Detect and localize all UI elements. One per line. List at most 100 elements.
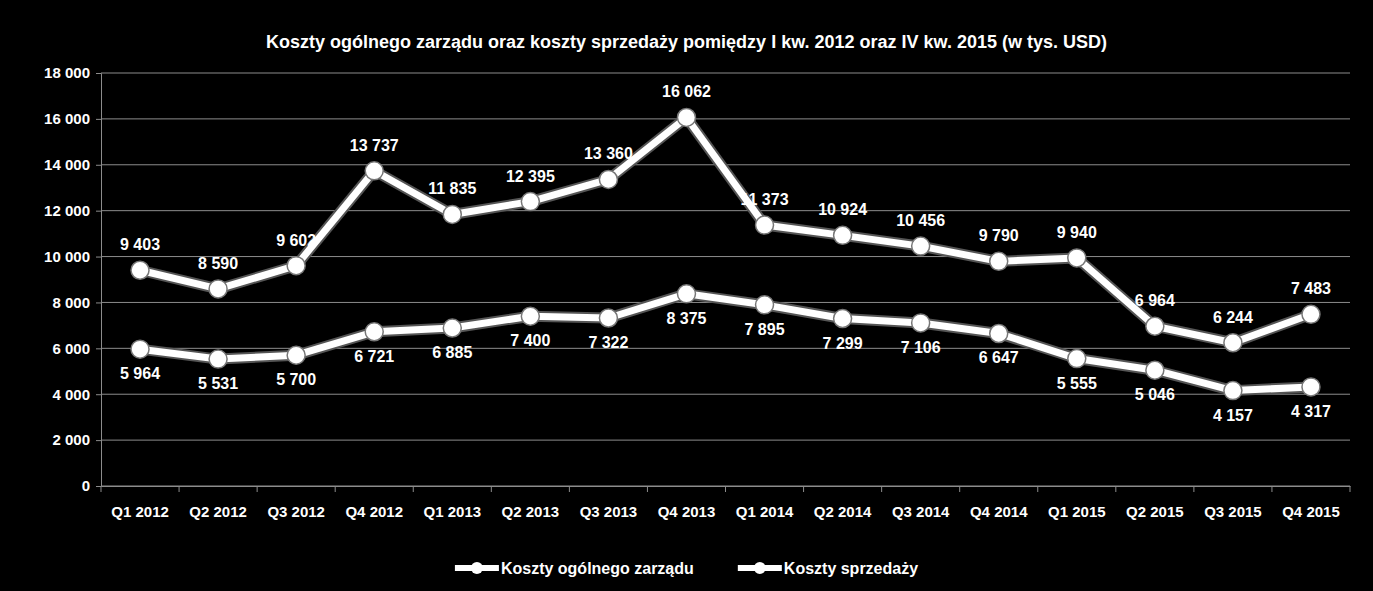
x-divider [1115, 486, 1116, 492]
x-tick-label: Q4 2013 [658, 503, 716, 520]
data-label: 16 062 [662, 83, 711, 100]
x-tick-label: Q1 2013 [424, 503, 482, 520]
marker [131, 261, 149, 279]
y-tick-label: 10 000 [44, 248, 90, 265]
legend-marker [754, 562, 766, 574]
marker [1302, 378, 1320, 396]
x-tick: Q3 2014 [892, 486, 950, 520]
grid-line [101, 256, 1350, 257]
data-label: 9 602 [276, 232, 316, 249]
marker [599, 170, 617, 188]
data-labels: 9 4038 5909 60213 73711 83512 39513 3601… [120, 83, 1331, 423]
marker [677, 108, 695, 126]
grid-line [101, 73, 1350, 74]
y-axis: 02 0004 0006 0008 00010 00012 00014 0001… [44, 64, 101, 494]
x-divider [179, 486, 180, 492]
x-divider [569, 486, 570, 492]
x-tick: Q1 2014 [736, 486, 794, 520]
data-label: 9 790 [979, 227, 1019, 244]
marker [287, 257, 305, 275]
data-label: 11 835 [428, 180, 476, 197]
marker [443, 319, 461, 337]
x-tick: Q4 2015 [1282, 486, 1340, 520]
x-tick: Q2 2015 [1126, 486, 1184, 520]
x-divider [959, 486, 960, 492]
y-tick-mark [96, 73, 101, 74]
y-tick-mark [96, 348, 101, 349]
data-label: 13 737 [350, 137, 399, 154]
x-tick-label: Q3 2014 [892, 503, 950, 520]
y-tick-mark [96, 486, 101, 487]
x-tick: Q2 2013 [502, 486, 560, 520]
x-tick-label: Q3 2013 [580, 503, 638, 520]
marker [1224, 382, 1242, 400]
y-tick-label: 14 000 [44, 156, 90, 173]
y-tick: 0 [82, 477, 101, 494]
marker [1146, 361, 1164, 379]
y-tick-label: 2 000 [52, 431, 90, 448]
data-label: 5 964 [120, 365, 160, 382]
y-tick: 12 000 [44, 202, 101, 219]
marker [756, 296, 774, 314]
x-tick: Q3 2015 [1204, 486, 1262, 520]
marker [756, 216, 774, 234]
data-label: 7 106 [901, 339, 941, 356]
x-divider [881, 486, 882, 492]
y-tick: 10 000 [44, 248, 101, 265]
x-divider [1037, 486, 1038, 492]
data-label: 12 395 [506, 168, 555, 185]
y-tick: 2 000 [52, 431, 101, 448]
data-label: 6 721 [354, 348, 394, 365]
marker [287, 346, 305, 364]
marker [365, 162, 383, 180]
marker [443, 205, 461, 223]
y-tick-mark [96, 119, 101, 120]
x-tick: Q4 2013 [658, 486, 716, 520]
line-shadow [140, 117, 1311, 342]
y-tick: 6 000 [52, 340, 101, 357]
x-tick-label: Q2 2015 [1126, 503, 1184, 520]
x-divider [413, 486, 414, 492]
x-tick-label: Q1 2012 [111, 503, 169, 520]
x-tick: Q4 2012 [345, 486, 403, 520]
x-tick: Q2 2012 [189, 486, 247, 520]
y-tick-mark [96, 394, 101, 395]
marker [365, 323, 383, 341]
y-tick: 8 000 [52, 294, 101, 311]
y-tick-label: 16 000 [44, 110, 90, 127]
x-tick: Q2 2014 [814, 486, 872, 520]
data-label: 7 483 [1291, 280, 1331, 297]
data-label: 13 360 [584, 145, 633, 162]
x-divider [1350, 486, 1351, 492]
marker [1068, 249, 1086, 267]
marker [990, 324, 1008, 342]
marker [834, 226, 852, 244]
x-tick: Q4 2014 [970, 486, 1028, 520]
grid-line [101, 440, 1350, 441]
data-label: 4 317 [1291, 403, 1331, 420]
data-label: 7 299 [823, 335, 863, 352]
data-label: 8 375 [666, 310, 706, 327]
data-label: 10 456 [896, 212, 945, 229]
x-axis: Q1 2012Q2 2012Q3 2012Q4 2012Q1 2013Q2 20… [102, 486, 1351, 520]
title: Koszty ogólnego zarządu oraz koszty sprz… [266, 32, 1107, 52]
marker [834, 310, 852, 328]
data-label: 5 046 [1135, 386, 1175, 403]
data-label: 5 555 [1057, 375, 1097, 392]
legend-label: Koszty ogólnego zarządu [501, 560, 694, 577]
x-divider [101, 486, 102, 492]
y-tick-label: 8 000 [52, 294, 90, 311]
grid-line [101, 210, 1350, 211]
y-tick-mark [96, 165, 101, 166]
data-label: 6 885 [432, 344, 472, 361]
x-tick-label: Q3 2015 [1204, 503, 1262, 520]
data-label: 7 400 [510, 332, 550, 349]
marker [1224, 334, 1242, 352]
x-divider [647, 486, 648, 492]
y-axis-line [96, 74, 102, 487]
y-tick-label: 12 000 [44, 202, 90, 219]
data-label: 6 964 [1135, 292, 1175, 309]
data-label: 9 403 [120, 236, 160, 253]
legend-entry: Koszty ogólnego zarządu [455, 560, 694, 577]
marker [521, 193, 539, 211]
